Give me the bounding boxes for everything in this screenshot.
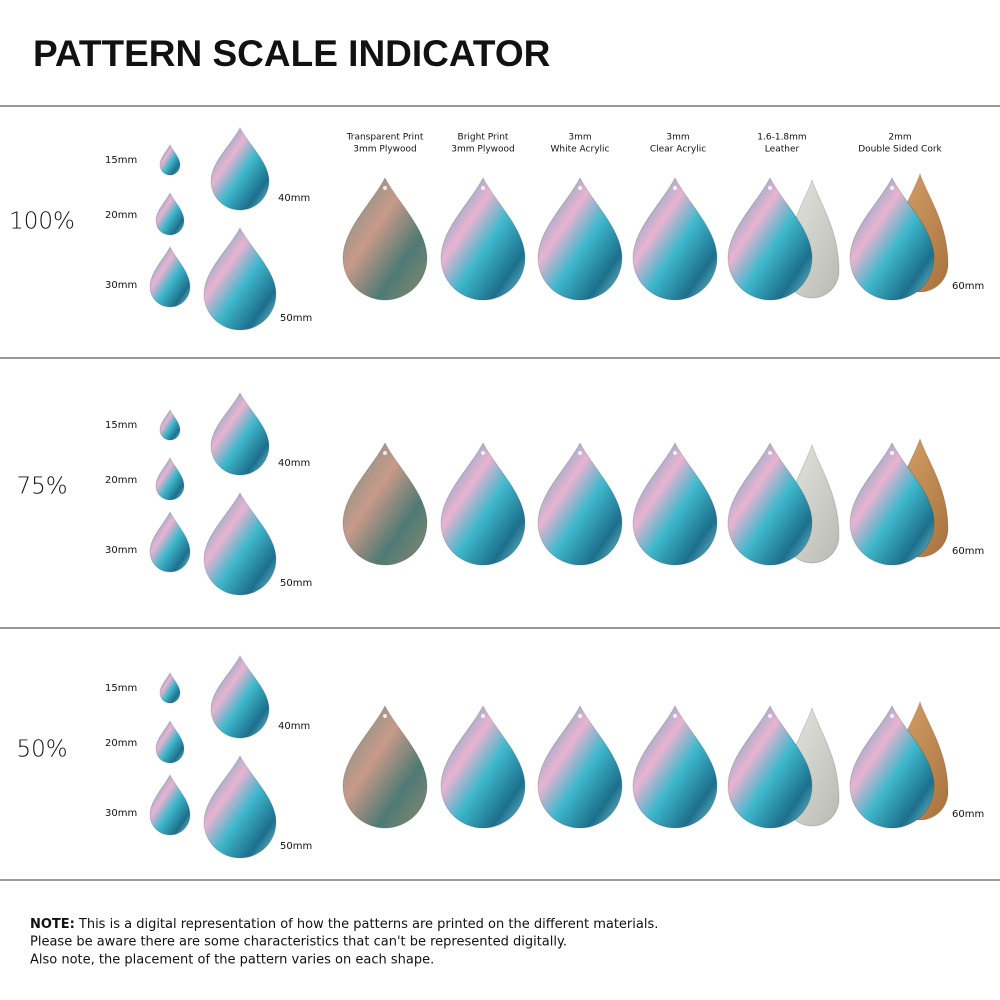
size-label: 20mm	[105, 475, 137, 486]
sample-drop	[149, 510, 191, 573]
material-label: 3mm Plywood	[451, 145, 514, 155]
hole	[481, 714, 485, 718]
sample-drop	[210, 391, 270, 476]
material-drop	[537, 704, 623, 829]
hole	[578, 714, 582, 718]
note-label: NOTE:	[30, 917, 75, 932]
material-drop	[727, 176, 813, 301]
hole	[481, 186, 485, 190]
material-drop	[632, 441, 718, 566]
material-label: Leather	[765, 145, 800, 155]
hole	[890, 451, 894, 455]
material-label: 3mm Plywood	[353, 145, 416, 155]
note-line: This is a digital representation of how …	[78, 917, 658, 932]
size-label: 50mm	[280, 841, 312, 852]
material-label: Double Sided Cork	[858, 145, 942, 155]
size-label: 20mm	[105, 738, 137, 749]
material-drop	[440, 441, 526, 566]
size-label: 15mm	[105, 155, 137, 166]
material-label: 1.6-1.8mm	[757, 133, 806, 143]
hole	[673, 451, 677, 455]
sample-drop	[203, 226, 277, 331]
sample-drop	[210, 126, 270, 211]
size-label: 30mm	[105, 545, 137, 556]
size-label: 50mm	[280, 578, 312, 589]
material-drop	[849, 441, 935, 566]
sample-drop	[159, 671, 181, 704]
hole	[383, 714, 387, 718]
sample-drop	[203, 491, 277, 596]
size-label: 60mm	[952, 809, 984, 820]
material-drop	[342, 441, 428, 566]
hole	[383, 451, 387, 455]
note: NOTE: This is a digital representation of…	[30, 917, 658, 932]
hole	[673, 186, 677, 190]
page-title: PATTERN SCALE INDICATOR	[33, 33, 550, 74]
size-label: 50mm	[280, 313, 312, 324]
material-label: Bright Print	[458, 133, 509, 143]
material-drop	[440, 176, 526, 301]
material-drop	[342, 176, 428, 301]
material-label: 2mm	[888, 133, 911, 143]
material-label: Transparent Print	[346, 133, 424, 143]
hole	[578, 451, 582, 455]
sample-drop	[159, 408, 181, 441]
hole	[768, 186, 772, 190]
scale-label: 100%	[9, 209, 75, 235]
size-label: 15mm	[105, 683, 137, 694]
sample-drop	[155, 719, 185, 764]
sample-drop	[155, 191, 185, 236]
hole	[768, 714, 772, 718]
material-drop	[849, 176, 935, 301]
material-label: 3mm	[666, 133, 689, 143]
material-drop	[440, 704, 526, 829]
size-label: 60mm	[952, 281, 984, 292]
size-label: 40mm	[278, 721, 310, 732]
material-label: 3mm	[568, 133, 591, 143]
note-line: Please be aware there are some character…	[30, 935, 567, 950]
material-drop	[632, 176, 718, 301]
material-drop	[342, 704, 428, 829]
size-label: 60mm	[952, 546, 984, 557]
material-drop	[849, 704, 935, 829]
note-line: Also note, the placement of the pattern …	[30, 953, 434, 968]
material-drop	[537, 441, 623, 566]
material-label: White Acrylic	[551, 145, 610, 155]
material-drop	[537, 176, 623, 301]
scale-label: 75%	[16, 474, 67, 500]
size-label: 30mm	[105, 280, 137, 291]
sample-drop	[203, 754, 277, 859]
size-label: 30mm	[105, 808, 137, 819]
material-drop	[632, 704, 718, 829]
size-label: 15mm	[105, 420, 137, 431]
size-label: 40mm	[278, 193, 310, 204]
hole	[768, 451, 772, 455]
hole	[383, 186, 387, 190]
sample-drop	[149, 245, 191, 308]
sample-drop	[210, 654, 270, 739]
scale-label: 50%	[16, 737, 67, 763]
hole	[481, 451, 485, 455]
hole	[890, 714, 894, 718]
size-label: 40mm	[278, 458, 310, 469]
material-label: Clear Acrylic	[650, 145, 706, 155]
hole	[673, 714, 677, 718]
hole	[890, 186, 894, 190]
sample-drop	[159, 143, 181, 176]
material-drop	[727, 704, 813, 829]
sample-drop	[149, 773, 191, 836]
material-drop	[727, 441, 813, 566]
size-label: 20mm	[105, 210, 137, 221]
hole	[578, 186, 582, 190]
sample-drop	[155, 456, 185, 501]
